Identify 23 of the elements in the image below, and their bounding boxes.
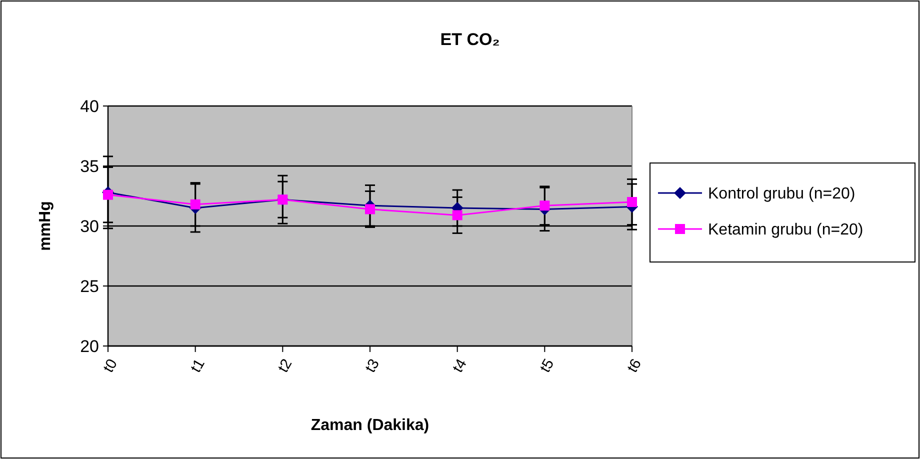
x-tick-label: t5 [536,356,558,376]
x-tick-label: t4 [449,356,470,376]
point [627,197,637,207]
x-tick-label: t6 [624,356,646,376]
y-axis-title: mmHg [37,201,54,251]
chart-title: ET CO₂ [440,30,500,49]
point [540,200,550,211]
x-tick-label: t2 [274,356,296,376]
point [190,199,200,210]
x-tick-label: t0 [100,356,122,376]
y-tick-label: 35 [80,156,99,176]
y-tick-label: 25 [80,276,99,296]
x-tick-label: t1 [187,356,208,376]
x-tick-label: t3 [362,356,384,376]
y-tick-label: 40 [80,96,99,116]
point [452,210,462,220]
legend-label: Kontrol grubu (n=20) [708,186,856,203]
point [103,190,113,200]
legend-label: Ketamin grubu (n=20) [708,222,864,239]
y-tick-label: 30 [80,216,99,236]
point [365,204,375,214]
y-tick-label: 20 [80,336,99,356]
x-axis-title: Zaman (Dakika) [310,417,430,434]
